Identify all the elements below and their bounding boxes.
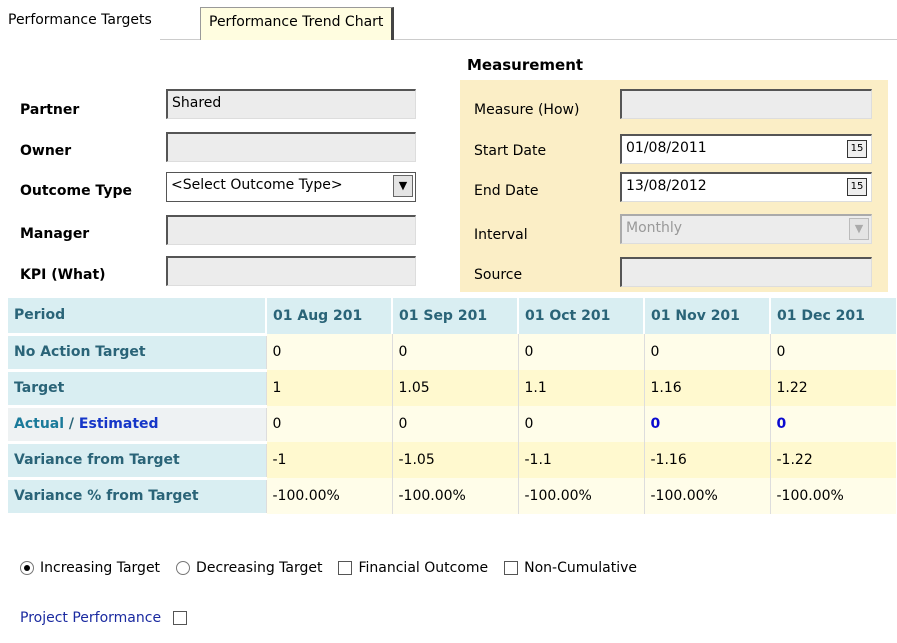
grid-cell[interactable]: 0 [265,406,392,442]
targets-grid: Period 01 Aug 201 01 Sep 201 01 Oct 201 … [8,298,896,516]
end-date-field[interactable]: 13/08/2012 15 [620,172,872,202]
kpi-field[interactable] [166,256,416,286]
end-date-value: 13/08/2012 [626,178,707,194]
radio-selected-icon[interactable] [20,561,34,575]
chevron-down-icon: ▼ [849,218,869,240]
column-header: 01 Sep 201 [391,298,518,334]
grid-cell[interactable]: 1.16 [643,370,770,406]
grid-cell: -1 [265,442,392,478]
checkbox-icon[interactable] [338,561,353,575]
outcome-type-label: Outcome Type [20,183,132,199]
financial-outcome-option[interactable]: Financial Outcome [338,560,488,576]
grid-cell: -1.05 [391,442,518,478]
grid-cell[interactable]: 1 [265,370,392,406]
column-header: 01 Aug 201 [265,298,392,334]
checkbox-icon[interactable] [173,611,188,625]
calendar-icon[interactable]: 15 [847,178,867,196]
measure-field[interactable] [620,89,872,119]
measurement-title: Measurement [467,56,584,74]
column-header: 01 Oct 201 [517,298,644,334]
source-label: Source [474,267,523,283]
grid-cell[interactable]: 1.1 [517,370,644,406]
grid-cell[interactable]: 1.05 [391,370,518,406]
end-date-label: End Date [474,183,539,199]
interval-label: Interval [474,227,528,243]
row-header: Target [8,370,266,408]
decreasing-target-label: Decreasing Target [196,560,323,576]
increasing-target-label: Increasing Target [40,560,161,576]
row-header: Variance from Target [8,442,266,480]
measure-label: Measure (How) [474,102,580,118]
actual-separator: / [64,416,79,432]
interval-select[interactable]: Monthly ▼ [620,214,872,244]
non-cumulative-label: Non-Cumulative [524,560,638,576]
grid-cell: -100.00% [643,478,770,514]
grid-cell[interactable]: 0 [265,334,392,370]
grid-cell[interactable]: 1.22 [769,370,896,406]
row-header: No Action Target [8,334,266,372]
partner-field[interactable]: Shared [166,89,416,119]
project-performance-option[interactable]: Project Performance [20,610,193,626]
grid-cell[interactable]: 0 [391,334,518,370]
grid-cell[interactable]: 0 [517,406,644,442]
tab-bar: Performance Targets Performance Trend Ch… [0,0,897,40]
checkbox-icon[interactable] [504,561,519,575]
actual-label: Actual [14,416,65,432]
owner-label: Owner [20,143,72,159]
grid-cell: -1.16 [643,442,770,478]
increasing-target-option[interactable]: Increasing Target [20,560,160,576]
calendar-icon[interactable]: 15 [847,140,867,158]
row-header: Variance % from Target [8,478,266,516]
start-date-value: 01/08/2011 [626,140,707,156]
manager-label: Manager [20,226,90,242]
estimated-label: Estimated [78,416,159,432]
grid-cell: -1.22 [769,442,896,478]
grid-cell: -100.00% [517,478,644,514]
column-header: 01 Nov 201 [643,298,770,334]
manager-field[interactable] [166,215,416,245]
table-row: Variance from Target -1 -1.05 -1.1 -1.16… [8,442,896,480]
grid-cell[interactable]: 0 [517,334,644,370]
interval-value: Monthly [626,220,683,236]
grid-cell-estimated[interactable]: 0 [769,406,896,442]
target-options: Increasing Target Decreasing Target Fina… [20,560,653,576]
table-row: No Action Target 0 0 0 0 0 [8,334,896,372]
start-date-label: Start Date [474,143,547,159]
grid-cell: -100.00% [391,478,518,514]
decreasing-target-option[interactable]: Decreasing Target [176,560,322,576]
project-performance-label: Project Performance [20,610,162,626]
row-header-actual: Actual / Estimated [8,406,266,444]
grid-cell[interactable]: 0 [769,334,896,370]
tab-performance-trend-chart[interactable]: Performance Trend Chart [200,7,395,40]
non-cumulative-option[interactable]: Non-Cumulative [504,560,637,576]
chevron-down-icon[interactable]: ▼ [393,175,413,197]
grid-cell[interactable]: 0 [391,406,518,442]
period-header: Period [8,298,266,336]
tab-performance-targets[interactable]: Performance Targets [0,6,160,40]
radio-icon[interactable] [176,561,191,575]
grid-cell-estimated[interactable]: 0 [643,406,770,442]
grid-cell[interactable]: 0 [643,334,770,370]
owner-field[interactable] [166,132,416,162]
grid-cell: -100.00% [769,478,896,514]
table-row: Actual / Estimated 0 0 0 0 0 [8,406,896,444]
financial-outcome-label: Financial Outcome [358,560,489,576]
outcome-type-value: <Select Outcome Type> [171,177,343,193]
grid-cell: -100.00% [265,478,392,514]
start-date-field[interactable]: 01/08/2011 15 [620,134,872,164]
partner-label: Partner [20,102,80,118]
table-row: Target 1 1.05 1.1 1.16 1.22 [8,370,896,408]
outcome-type-select[interactable]: <Select Outcome Type> ▼ [166,172,416,202]
table-row: Variance % from Target -100.00% -100.00%… [8,478,896,516]
source-field[interactable] [620,257,872,287]
grid-cell: -1.1 [517,442,644,478]
kpi-label: KPI (What) [20,267,106,283]
column-header: 01 Dec 201 [769,298,896,334]
